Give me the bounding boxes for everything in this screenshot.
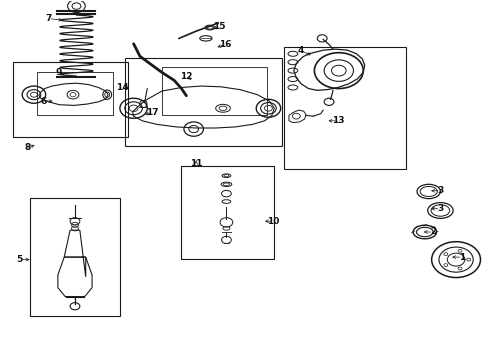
Text: 13: 13 xyxy=(332,116,344,125)
Text: 6: 6 xyxy=(41,96,47,105)
Text: 8: 8 xyxy=(24,143,31,152)
Text: 11: 11 xyxy=(190,159,202,168)
Text: 15: 15 xyxy=(213,22,226,31)
Text: 10: 10 xyxy=(267,217,279,226)
Text: 7: 7 xyxy=(46,14,52,23)
Text: 16: 16 xyxy=(219,40,232,49)
Text: 3: 3 xyxy=(437,204,443,213)
Text: 5: 5 xyxy=(16,255,23,264)
Text: 12: 12 xyxy=(180,72,193,81)
Text: 17: 17 xyxy=(146,108,158,117)
Text: 9: 9 xyxy=(55,68,62,77)
Text: 1: 1 xyxy=(459,253,466,262)
Text: 3: 3 xyxy=(437,186,443,195)
Text: 2: 2 xyxy=(430,228,436,237)
Text: 14: 14 xyxy=(116,83,128,92)
Text: 4: 4 xyxy=(298,46,304,55)
